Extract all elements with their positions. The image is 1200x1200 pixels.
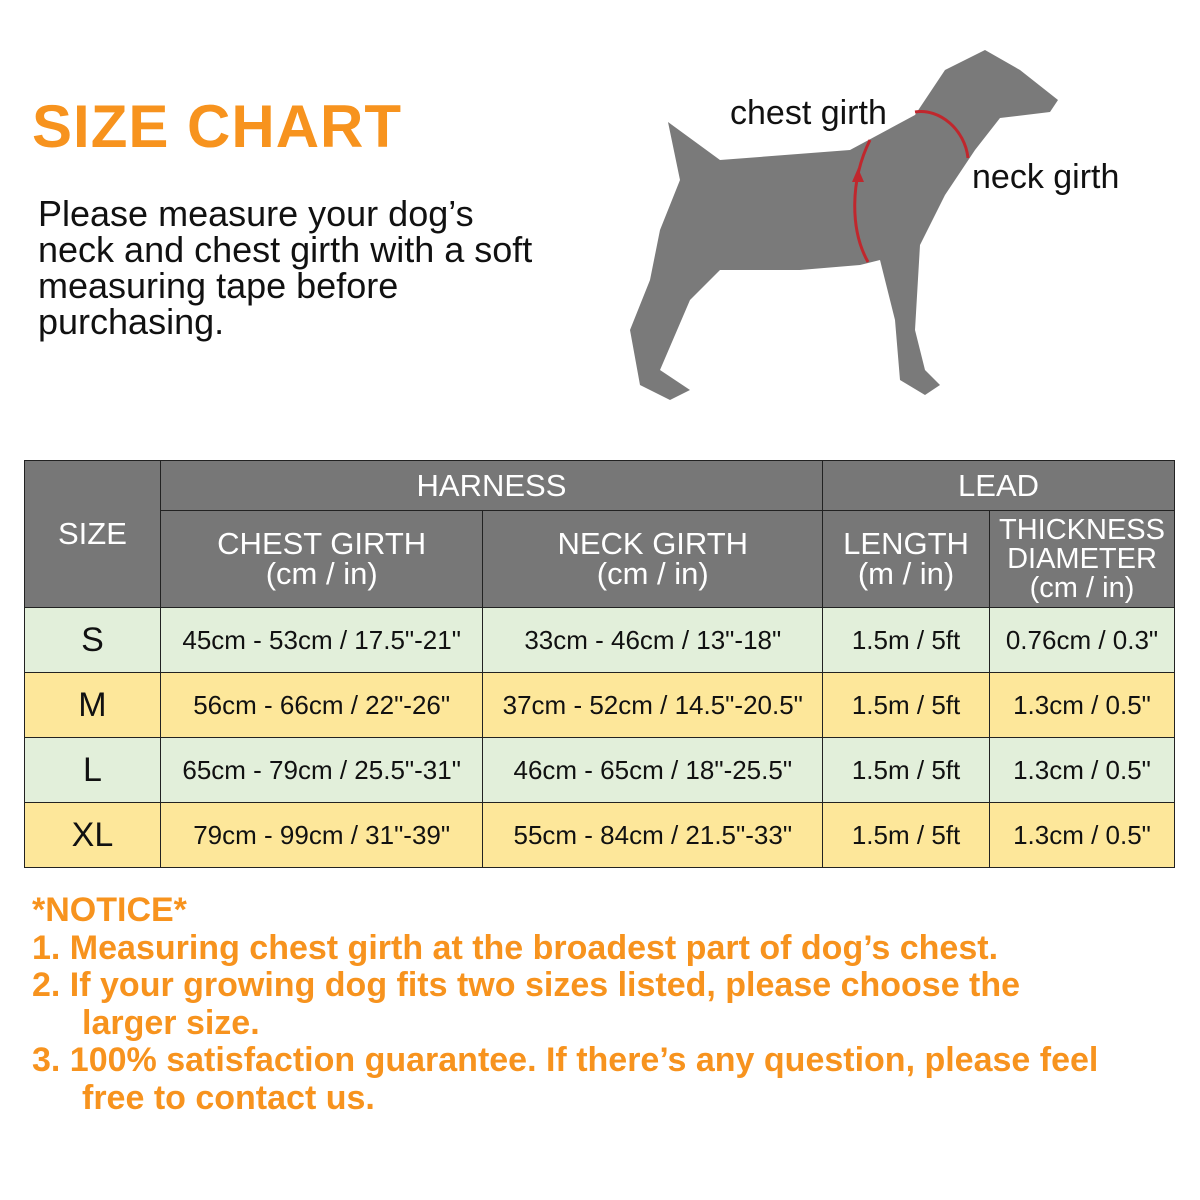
chest-cell: 65cm - 79cm / 25.5"-31" [159,737,484,803]
length-cell: 1.5m / 5ft [822,607,990,673]
dog-diagram [630,50,1058,400]
table-row: S 45cm - 53cm / 17.5"-21" 33cm - 46cm / 13… [24,607,1175,673]
notice-section: *NOTICE* 1. Measuring chest girth at the… [32,891,1099,1117]
notice-item: larger size. [82,1003,260,1042]
length-cell: 1.5m / 5ft [822,802,990,868]
chest-girth-header: CHEST GIRTH (cm / in) [159,510,484,608]
chest-cell: 45cm - 53cm / 17.5"-21" [159,607,484,673]
table-row: M 56cm - 66cm / 22"-26" 37cm - 52cm / 14.5… [24,672,1175,738]
intro-text: Please measure your dog’s neck and chest… [38,193,533,342]
chest-girth-line [853,139,872,263]
neck-girth-header: NECK GIRTH (cm / in) [482,510,824,608]
table-row: L 65cm - 79cm / 25.5"-31" 46cm - 65cm / 18… [24,737,1175,803]
size-header: SIZE [24,460,161,608]
thickness-cell: 0.76cm / 0.3" [989,607,1175,673]
notice-item: 1. Measuring chest girth at the broadest… [32,928,999,967]
size-table: SIZE HARNESS LEAD CHEST GIRTH (cm / in) N… [24,460,1175,868]
size-cell: M [24,672,161,738]
thickness-cell: 1.3cm / 0.5" [989,672,1175,738]
notice-item: free to contact us. [82,1078,375,1117]
notice-heading: *NOTICE* [32,891,187,929]
chest-girth-label: chest girth [730,94,887,132]
size-cell: S [24,607,161,673]
length-header: LENGTH (m / in) [822,510,990,608]
notice-item: 3. 100% satisfaction guarantee. If there… [32,1041,1099,1079]
size-cell: XL [24,802,161,868]
arrow-icon [852,168,864,182]
neck-cell: 55cm - 84cm / 21.5"-33" [482,802,824,868]
thickness-cell: 1.3cm / 0.5" [989,737,1175,803]
chest-cell: 79cm - 99cm / 31"-39" [159,802,484,868]
neck-girth-line [914,110,970,159]
harness-header: HARNESS [159,460,824,511]
dog-silhouette [630,50,1058,400]
length-cell: 1.5m / 5ft [822,737,990,803]
chest-cell: 56cm - 66cm / 22"-26" [159,672,484,738]
thickness-header: THICKNESS DIAMETER (cm / in) [989,510,1175,608]
neck-girth-label: neck girth [972,158,1120,196]
page-title: SIZE CHART [32,93,402,160]
length-cell: 1.5m / 5ft [822,672,990,738]
notice-item: 2. If your growing dog fits two sizes li… [32,966,1021,1004]
table-row: XL 79cm - 99cm / 31"-39" 55cm - 84cm / 21.… [24,802,1175,868]
size-cell: L [24,737,161,803]
neck-cell: 46cm - 65cm / 18"-25.5" [482,737,824,803]
lead-header: LEAD [822,460,1175,511]
neck-cell: 37cm - 52cm / 14.5"-20.5" [482,672,824,738]
neck-cell: 33cm - 46cm / 13"-18" [482,607,824,673]
thickness-cell: 1.3cm / 0.5" [989,802,1175,868]
